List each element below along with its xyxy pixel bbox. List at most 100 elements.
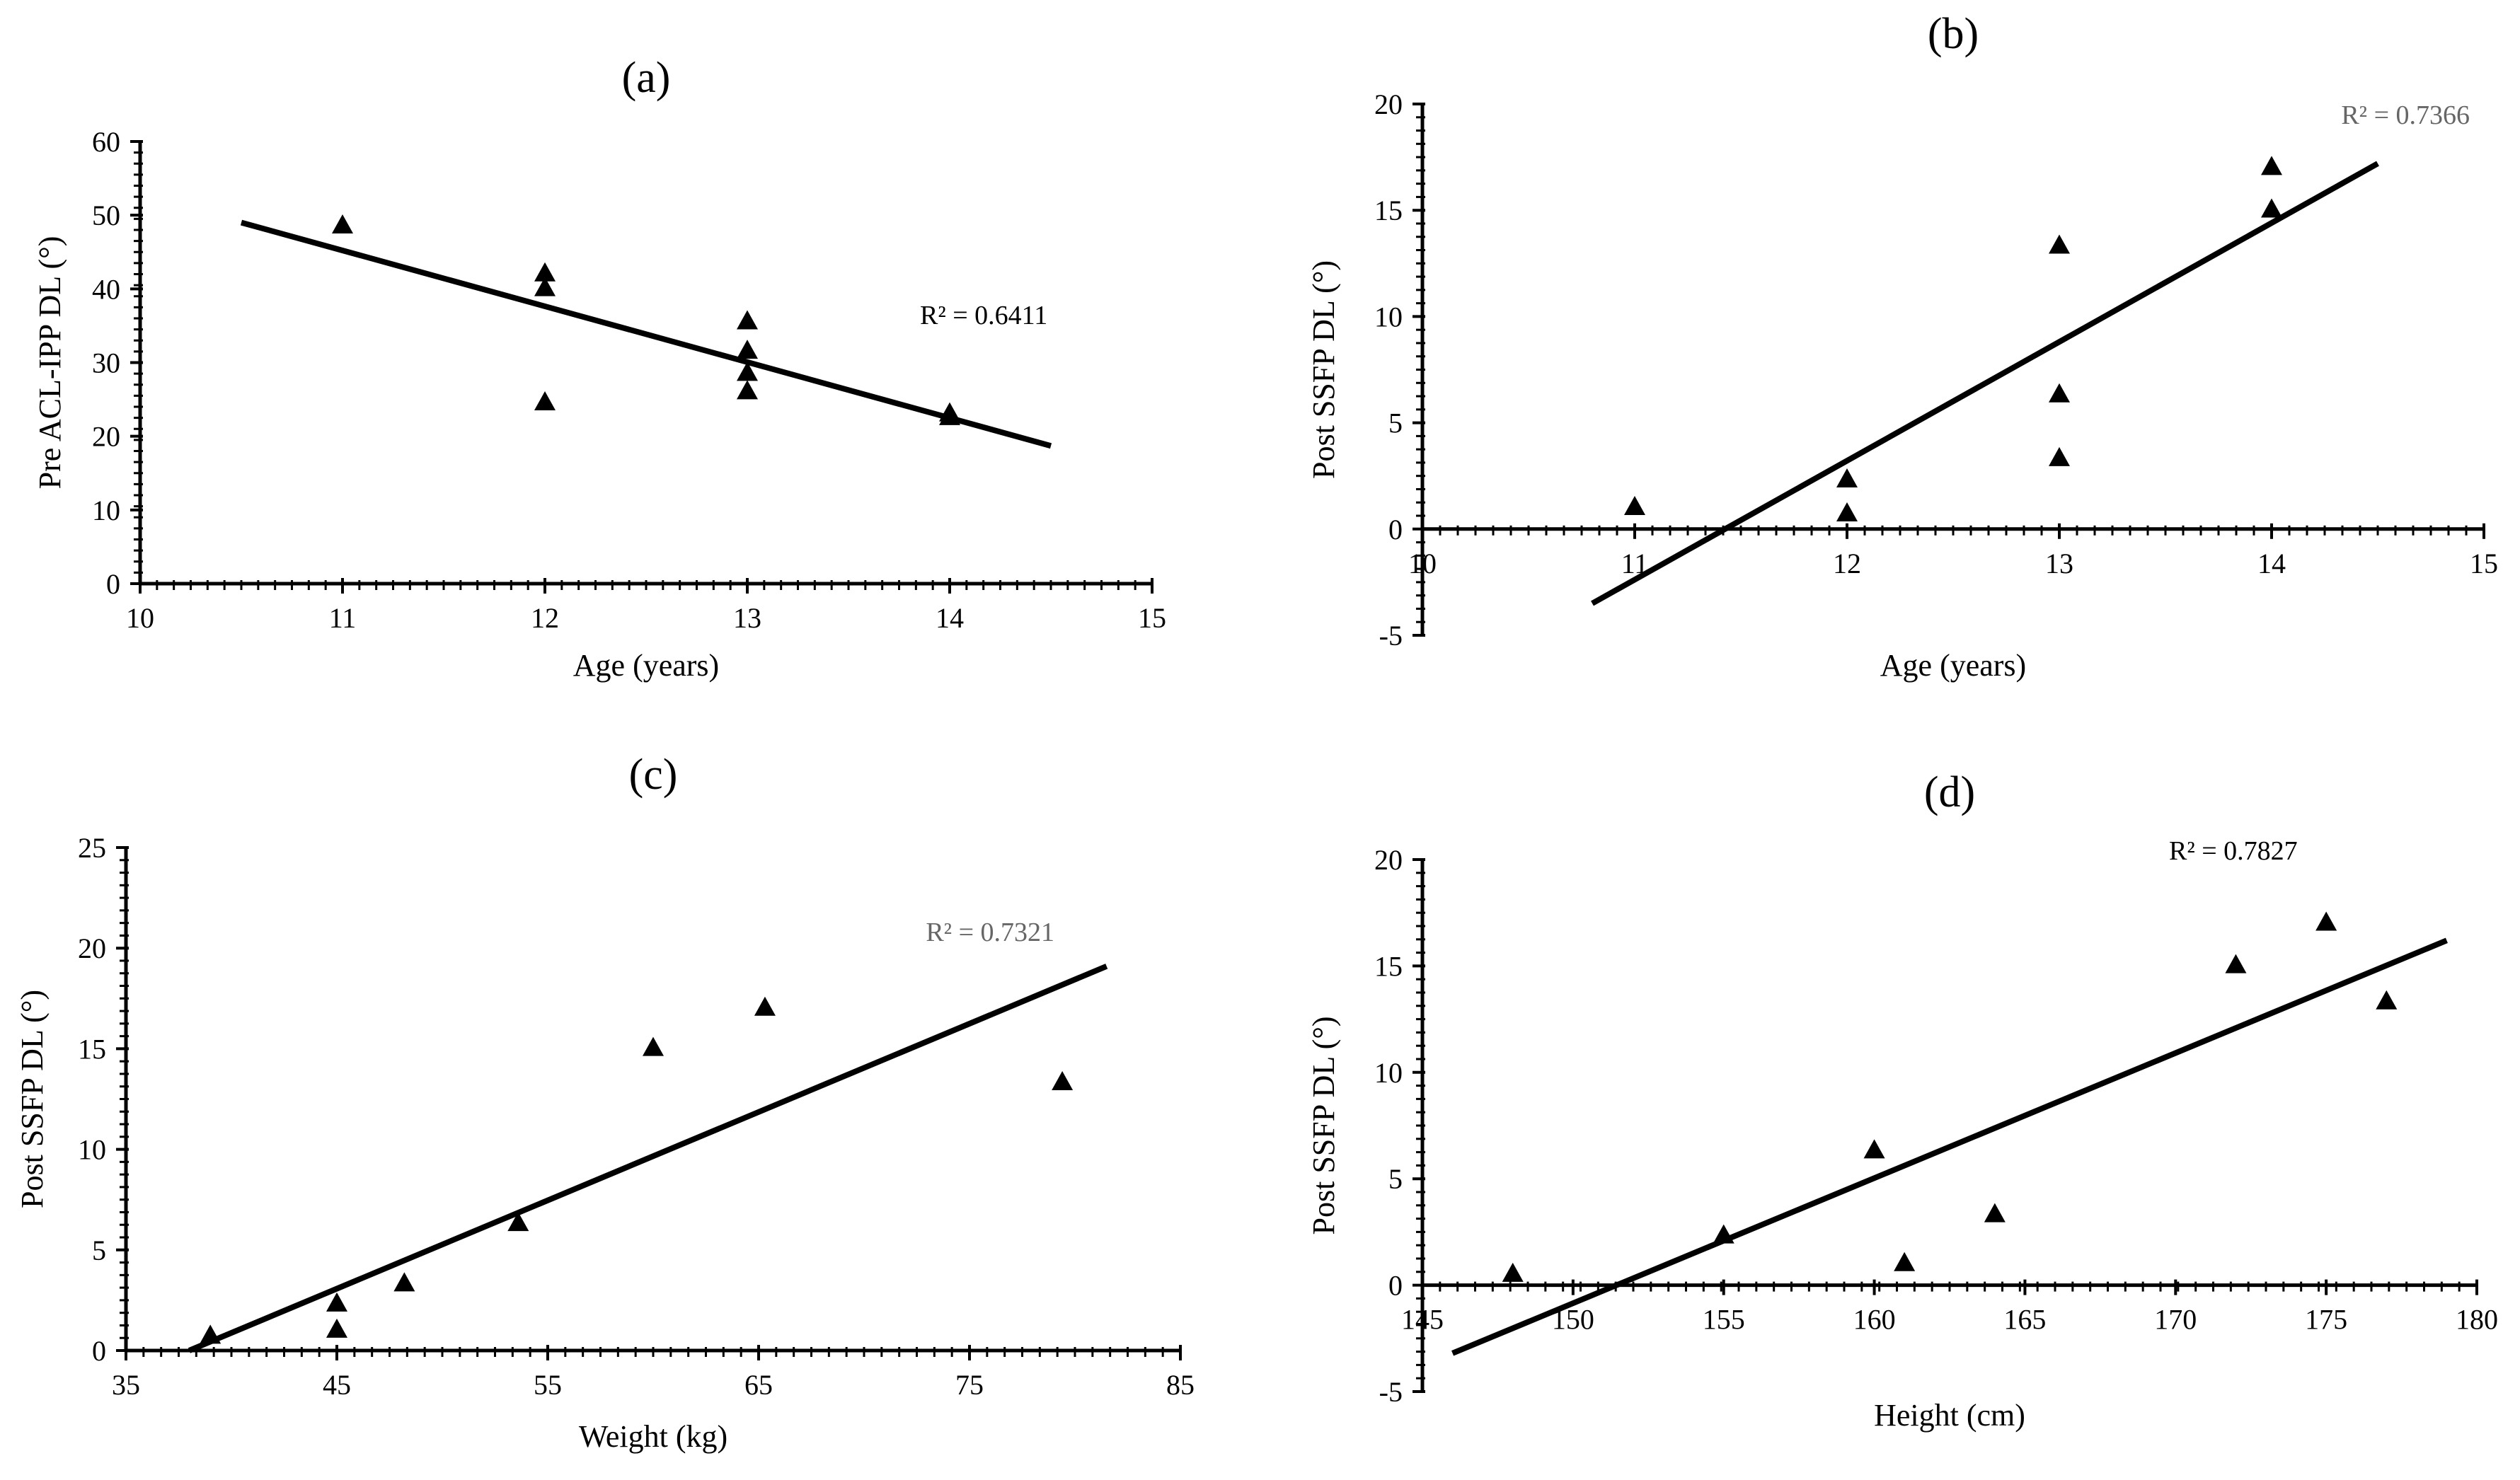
y-tick-label: 20 <box>92 421 120 453</box>
y-tick-label: 0 <box>1388 1270 1403 1302</box>
x-axis-label: Age (years) <box>573 648 719 683</box>
trendline <box>240 219 1052 449</box>
data-point <box>737 362 758 381</box>
data-point <box>2049 383 2070 403</box>
x-tick-label: 15 <box>2470 548 2498 579</box>
x-axis-label: Age (years) <box>1880 648 2026 683</box>
trendline <box>188 964 1108 1353</box>
x-tick-label: 14 <box>936 602 964 634</box>
x-tick-label: 75 <box>955 1369 984 1401</box>
data-point <box>643 1036 664 1056</box>
y-tick-label: 60 <box>92 126 120 158</box>
y-tick-label: 15 <box>1374 195 1403 226</box>
data-point <box>737 310 758 330</box>
y-tick-label: 25 <box>78 832 106 864</box>
data-point <box>200 1324 221 1344</box>
data-point <box>1894 1251 1916 1271</box>
data-point <box>534 262 556 282</box>
data-point <box>1984 1203 2006 1222</box>
y-tick-label: 0 <box>92 1335 106 1367</box>
data-point <box>2376 990 2398 1010</box>
data-point <box>332 214 353 234</box>
x-tick-label: 170 <box>2154 1304 2197 1336</box>
x-tick-label: 13 <box>733 602 761 634</box>
y-axis-label: Post SSFP DL (°) <box>1306 1017 1341 1235</box>
y-tick-label: 40 <box>92 273 120 305</box>
chart-title: (b) <box>1928 10 1979 58</box>
x-tick-label: 65 <box>744 1369 773 1401</box>
data-point <box>507 1212 529 1232</box>
data-point <box>1836 502 1858 522</box>
y-tick-label: 50 <box>92 200 120 231</box>
y-tick-label: 10 <box>78 1134 106 1166</box>
data-point <box>534 277 556 296</box>
x-tick-label: 35 <box>112 1369 140 1401</box>
x-tick-label: 12 <box>531 602 559 634</box>
trendline <box>1591 161 2379 606</box>
data-point <box>1052 1071 1074 1091</box>
data-point <box>2315 911 2337 931</box>
y-tick-label: 15 <box>1374 950 1403 982</box>
data-point <box>1502 1262 1524 1282</box>
r-squared-label: R² = 0.7827 <box>2169 836 2298 866</box>
x-tick-label: 165 <box>2003 1304 2046 1336</box>
x-tick-label: 145 <box>1401 1304 1444 1336</box>
data-point <box>754 996 776 1016</box>
data-point <box>1713 1224 1734 1244</box>
data-point <box>393 1272 415 1292</box>
data-point <box>2049 234 2070 254</box>
data-point <box>737 380 758 400</box>
r-squared-label: R² = 0.7321 <box>926 918 1054 947</box>
y-tick-label: 10 <box>1374 301 1403 333</box>
x-tick-label: 160 <box>1853 1304 1896 1336</box>
data-point <box>1863 1139 1885 1159</box>
x-tick-label: 180 <box>2456 1304 2498 1336</box>
chart-panel-c: (c) 35 45 55 65 75 85 0 5 10 15 20 25 Weight (kg) Post… <box>15 751 1195 1454</box>
y-axis-label: Pre ACL-IPP DL (°) <box>33 236 67 490</box>
data-point <box>1624 496 1645 516</box>
trendline <box>1451 937 2448 1356</box>
x-tick-label: 11 <box>329 602 357 634</box>
data-point <box>2225 954 2247 973</box>
data-point <box>1836 468 1858 487</box>
y-tick-label: 20 <box>1374 844 1403 876</box>
x-tick-label: 10 <box>1408 548 1437 579</box>
y-tick-label: 10 <box>92 495 120 526</box>
x-tick-label: 12 <box>1833 548 1861 579</box>
data-point <box>534 391 556 411</box>
x-tick-label: 55 <box>534 1369 562 1401</box>
y-tick-label: 5 <box>92 1235 106 1266</box>
x-tick-label: 15 <box>1138 602 1166 634</box>
r-squared-label: R² = 0.6411 <box>920 301 1047 330</box>
data-point <box>2261 156 2282 175</box>
y-tick-label: -5 <box>1379 620 1403 652</box>
chart-title: (a) <box>622 54 671 102</box>
data-point <box>2261 198 2282 218</box>
data-point <box>326 1318 347 1338</box>
x-axis-label: Height (cm) <box>1874 1398 2025 1433</box>
y-tick-label: 10 <box>1374 1057 1403 1089</box>
y-tick-label: 5 <box>1388 1163 1403 1195</box>
r-squared-label: R² = 0.7366 <box>2341 100 2470 130</box>
y-tick-label: 0 <box>106 568 120 600</box>
y-tick-label: 15 <box>78 1033 106 1065</box>
x-tick-label: 85 <box>1166 1369 1195 1401</box>
data-point <box>737 340 758 359</box>
x-tick-label: 10 <box>126 602 154 634</box>
y-tick-label: 5 <box>1388 407 1403 439</box>
x-tick-label: 155 <box>1703 1304 1745 1336</box>
y-axis-label: Post SSFP DL (°) <box>15 990 50 1208</box>
y-tick-label: 20 <box>1374 88 1403 120</box>
chart-panel-d: (d)145 150 155 160 165 170 175 180-505101520Hei… <box>1306 768 2498 1433</box>
data-point <box>939 405 960 425</box>
x-tick-label: 175 <box>2305 1304 2347 1336</box>
y-tick-label: 20 <box>78 932 106 964</box>
x-tick-label: 13 <box>2045 548 2073 579</box>
x-axis-label: Weight (kg) <box>579 1419 727 1454</box>
chart-title: (d) <box>1924 768 1975 816</box>
data-point <box>2049 446 2070 466</box>
chart-title: (c) <box>629 751 678 799</box>
